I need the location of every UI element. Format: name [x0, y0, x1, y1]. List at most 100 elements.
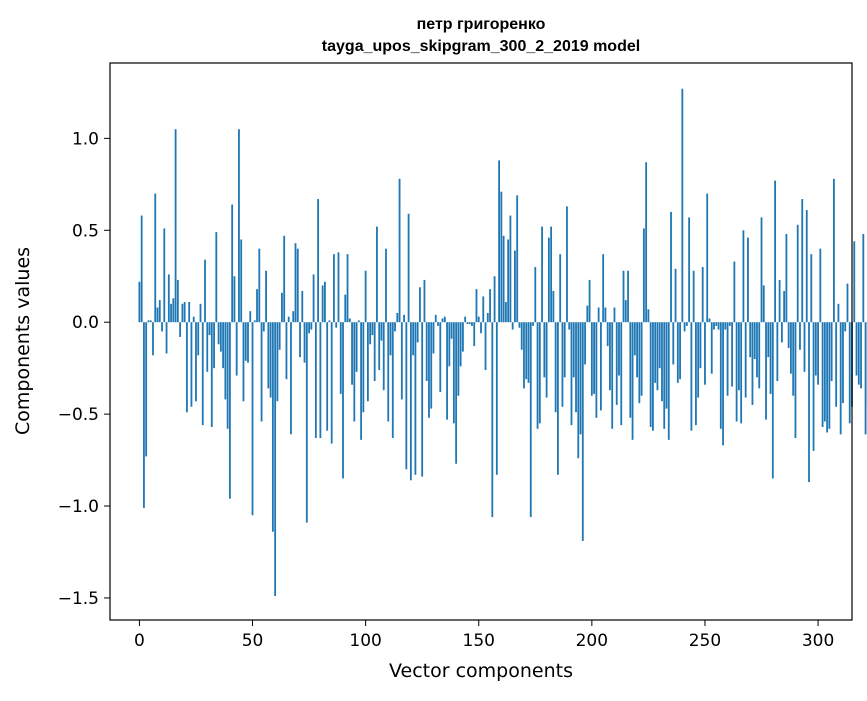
bar [383, 322, 385, 390]
bar [211, 322, 213, 427]
bar [245, 322, 247, 361]
bar [562, 322, 564, 407]
bar [256, 289, 258, 322]
bar [525, 322, 527, 379]
y-tick-label: −1.5 [58, 589, 99, 609]
bar [181, 304, 183, 322]
bar [295, 243, 297, 322]
bar [399, 179, 401, 322]
y-tick-label: 0.0 [72, 313, 99, 333]
bar [693, 271, 695, 322]
bar [770, 322, 772, 394]
bar [213, 322, 215, 368]
bar [412, 322, 414, 355]
y-tick-label: −0.5 [58, 405, 99, 425]
bar [785, 234, 787, 322]
bar [675, 269, 677, 322]
bar [688, 217, 690, 322]
bar [139, 282, 141, 322]
bar [338, 252, 340, 322]
bar [749, 322, 751, 357]
bar [428, 322, 430, 418]
bar [333, 254, 335, 322]
bar [494, 276, 496, 322]
bar [482, 296, 484, 322]
bar [433, 322, 435, 353]
bar [263, 322, 265, 331]
bar [485, 322, 487, 370]
bar [776, 322, 778, 381]
bar [152, 322, 154, 355]
bar [247, 322, 249, 362]
bar [460, 322, 462, 366]
bar [145, 322, 147, 456]
bar [505, 302, 507, 322]
bar [530, 322, 532, 517]
y-axis-label: Components values [12, 247, 34, 435]
bar [163, 228, 165, 322]
bar [797, 225, 799, 322]
bar [229, 322, 231, 498]
bar [706, 194, 708, 323]
bar [154, 194, 156, 323]
bar [831, 322, 833, 381]
bar [679, 322, 681, 379]
bar [170, 304, 172, 322]
bar [636, 322, 638, 377]
bar [858, 322, 860, 385]
bar [322, 285, 324, 322]
bar [532, 322, 534, 326]
bar [824, 322, 826, 421]
bar [602, 254, 604, 322]
bar [580, 322, 582, 434]
bar [240, 239, 242, 322]
bar [329, 320, 331, 322]
bar [315, 322, 317, 438]
bar [573, 322, 575, 377]
bar [439, 322, 441, 392]
bar [740, 322, 742, 423]
bar [288, 317, 290, 323]
bar [763, 285, 765, 322]
bar [686, 322, 688, 326]
bar [358, 320, 360, 322]
chart-title-line2: tayga_upos_skipgram_300_2_2019 model [322, 38, 640, 55]
bar [792, 322, 794, 396]
bar [632, 322, 634, 440]
bar [605, 307, 607, 322]
bar [550, 227, 552, 323]
bar [779, 280, 781, 322]
bar [414, 322, 416, 475]
bar [799, 322, 801, 350]
bar [519, 322, 521, 328]
bar [566, 206, 568, 322]
x-tick-label: 250 [689, 631, 721, 651]
bar [661, 322, 663, 401]
bar [641, 322, 643, 396]
bar [700, 322, 702, 368]
bar [224, 322, 226, 399]
bar [810, 254, 812, 322]
chart-title-line1: петр григоренко [417, 16, 546, 33]
bar [254, 320, 256, 322]
bar [697, 322, 699, 397]
bar [286, 322, 288, 379]
bar [188, 302, 190, 322]
bar [231, 205, 233, 323]
bar [480, 322, 482, 333]
bar [476, 289, 478, 322]
bar [148, 320, 150, 322]
bar [202, 322, 204, 425]
bar [349, 319, 351, 323]
bar [849, 322, 851, 423]
bar [206, 322, 208, 372]
bar [200, 304, 202, 322]
bar [593, 322, 595, 394]
bar [191, 322, 193, 407]
bar [220, 322, 222, 351]
bar [559, 254, 561, 322]
bar [758, 322, 760, 388]
bar [781, 322, 783, 342]
bar [455, 322, 457, 464]
